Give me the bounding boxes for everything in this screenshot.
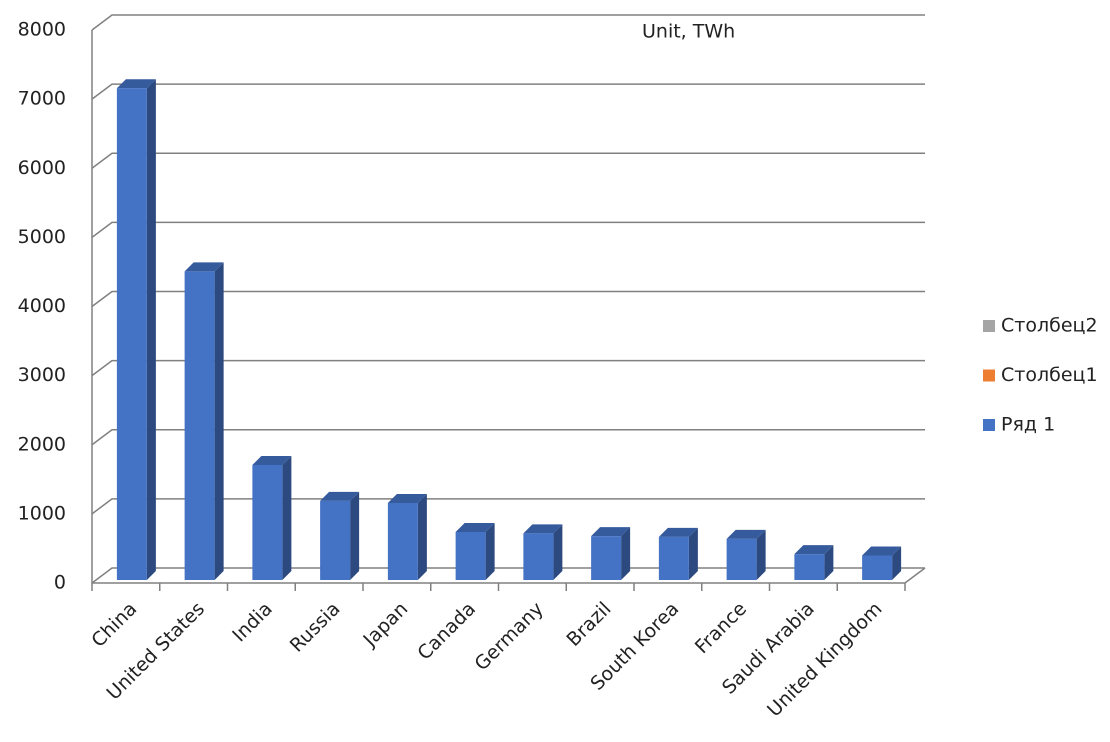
x-tick-label: Japan [359, 598, 413, 652]
bar [794, 545, 834, 580]
bar [862, 546, 902, 580]
y-tick-label: 7000 [18, 88, 66, 110]
x-tick-label: Brazil [562, 598, 615, 651]
x-tick-label: France [691, 598, 751, 658]
bar [523, 524, 563, 580]
bar [184, 262, 224, 580]
grid-line [91, 429, 925, 446]
x-tick-label: Russia [286, 598, 345, 657]
x-tick-label: Canada [413, 598, 480, 665]
bar [252, 455, 292, 580]
legend-label: Столбец2 [1001, 315, 1098, 337]
legend-swatch [983, 369, 995, 382]
bar [455, 522, 495, 580]
bar [320, 491, 360, 580]
legend-label: Ряд 1 [1001, 414, 1055, 436]
y-tick-label: 3000 [18, 364, 66, 386]
y-tick-label: 2000 [18, 433, 66, 455]
legend-swatch [983, 320, 995, 332]
y-tick-label: 8000 [18, 19, 66, 41]
legend-swatch [983, 419, 995, 431]
grid-line [91, 498, 925, 515]
bar [726, 529, 766, 580]
grid-line [91, 152, 925, 169]
grid-line [91, 221, 925, 238]
y-tick-label: 5000 [18, 226, 66, 248]
bar [658, 527, 698, 580]
grid-line [91, 14, 925, 31]
bar [387, 493, 427, 580]
bar [116, 79, 156, 581]
y-tick-label: 4000 [18, 295, 66, 317]
legend-label: Столбец1 [1001, 364, 1098, 386]
x-tick-label: China [87, 598, 141, 652]
grid-line [91, 83, 925, 100]
y-tick-label: 0 [54, 572, 66, 594]
annotation: Unit, TWh [642, 21, 735, 43]
y-tick-label: 6000 [18, 157, 66, 179]
grid-line [91, 567, 925, 584]
x-tick-label: Germany [470, 598, 547, 675]
y-tick-label: 1000 [18, 502, 66, 524]
bar [591, 527, 631, 580]
x-tick-label: United Kingdom [763, 598, 886, 721]
grid-line [91, 359, 925, 377]
x-tick-label: India [228, 598, 277, 647]
grid-line [91, 290, 925, 308]
